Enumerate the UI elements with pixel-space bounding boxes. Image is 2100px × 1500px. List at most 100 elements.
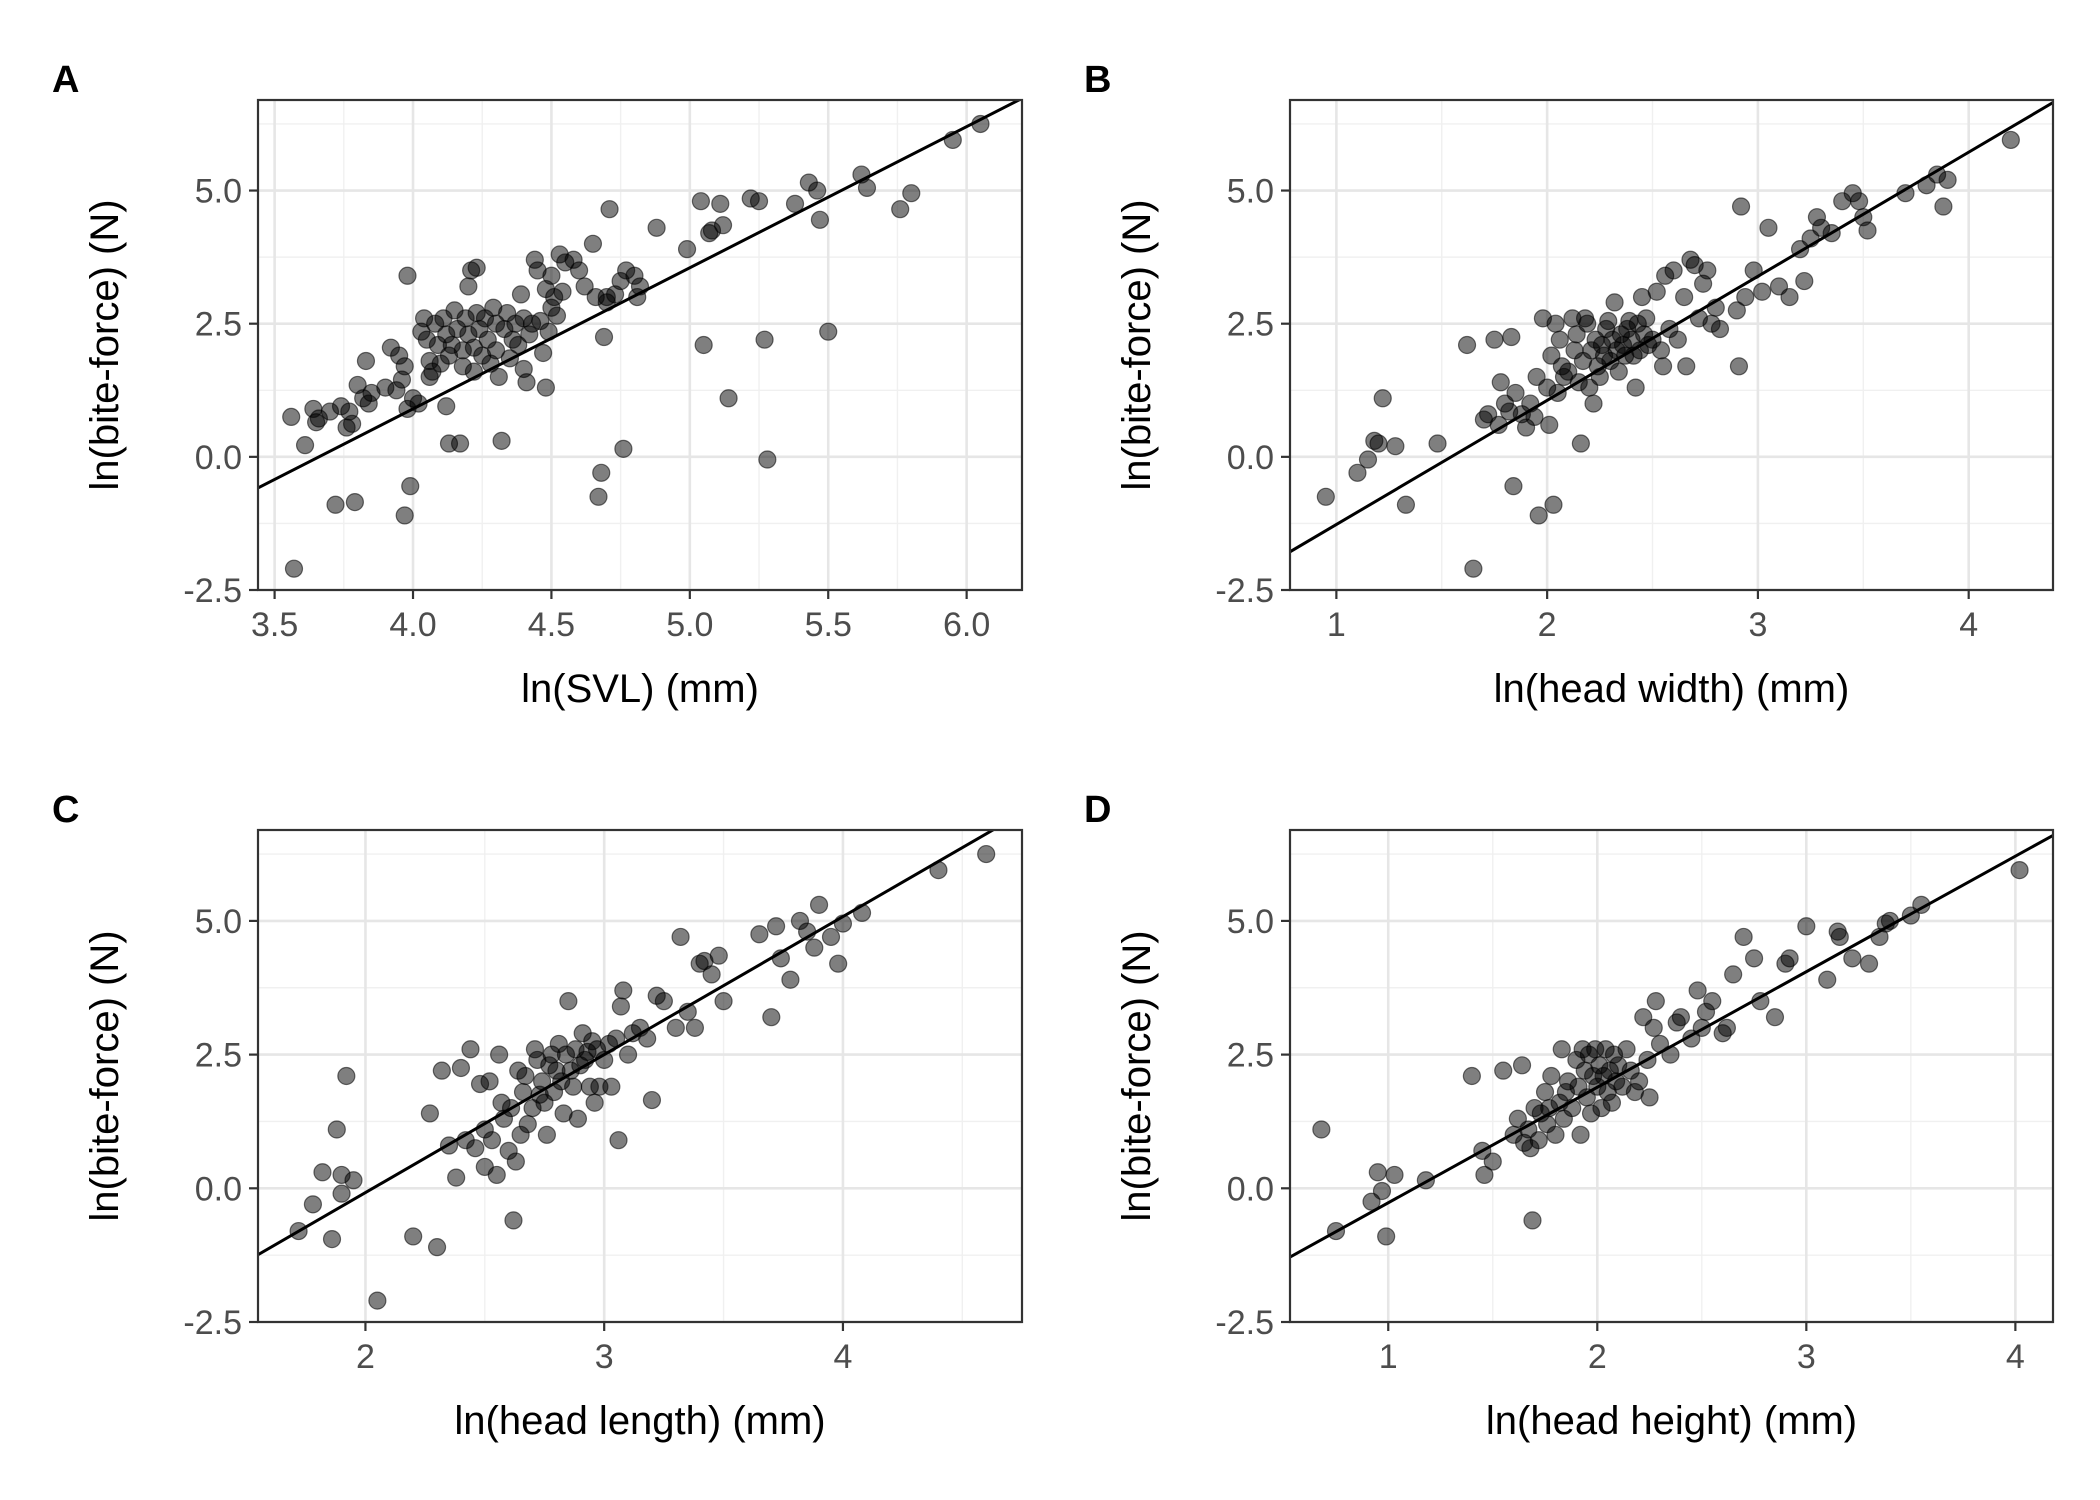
data-point (1698, 261, 1717, 280)
data-point (819, 322, 838, 341)
data-point (1818, 970, 1837, 989)
data-point (1780, 949, 1799, 968)
data-point (857, 178, 877, 197)
data-point (1744, 949, 1764, 968)
data-point (1605, 293, 1624, 312)
data-point (398, 266, 417, 285)
data-point (401, 477, 420, 496)
data-point (1858, 221, 1877, 240)
panel-b: 1 2 3 4 -2.5 0.0 2.5 5.0 ln(head width) (mm) ln(b… (1084, 59, 2055, 711)
x-tick-label: 4.0 (389, 606, 436, 644)
y-tick-label: 2.5 (195, 306, 242, 344)
data-point (1717, 1018, 1736, 1037)
points-d (1312, 861, 2029, 1246)
data-point (719, 389, 738, 408)
x-tick-label: 1 (1379, 1338, 1398, 1376)
data-point (536, 378, 555, 397)
data-point (2010, 861, 2029, 880)
panel-d: 1 2 3 4 -2.5 0.0 2.5 5.0 ln(head height) (mm) ln(… (1084, 789, 2055, 1443)
data-point (1542, 1066, 1561, 1086)
data-point (614, 981, 633, 1000)
data-point (1651, 341, 1671, 360)
data-point (517, 373, 536, 392)
data-point (459, 277, 478, 296)
x-tick-label: 3 (595, 1338, 614, 1376)
data-point (1506, 383, 1525, 403)
data-point (1830, 927, 1849, 947)
data-point (694, 335, 713, 355)
y-tick-label: 5.0 (1227, 903, 1274, 941)
data-point (1546, 314, 1565, 333)
data-point (1724, 965, 1743, 984)
data-point (1396, 495, 1416, 514)
data-point (447, 1168, 466, 1187)
data-point (1483, 1152, 1502, 1171)
panel-border (256, 828, 1024, 1324)
y-tick-label: -2.5 (183, 1304, 242, 1342)
data-point (1671, 1008, 1691, 1027)
y-axis-title: ln(bite-force) (N) (83, 930, 127, 1221)
data-point (1512, 1056, 1532, 1075)
data-point (467, 258, 486, 277)
data-point (1664, 261, 1683, 280)
panel-c: 2 3 4 -2.5 0.0 2.5 5.0 ln(head length) (mm) ln(b… (52, 789, 1024, 1443)
data-point (1368, 1163, 1387, 1182)
data-point (1385, 1165, 1404, 1185)
data-point (1584, 394, 1603, 413)
x-tick-label: 3 (1748, 606, 1767, 644)
data-point (284, 559, 304, 578)
data-point (1795, 271, 1814, 291)
data-point (395, 357, 414, 376)
data-point (1646, 992, 1665, 1011)
regression-line (258, 830, 996, 1256)
data-point (490, 1045, 509, 1064)
x-tick-label: 5.5 (805, 606, 852, 644)
data-point (486, 341, 506, 360)
data-point (1550, 330, 1569, 349)
x-tick-label: 1 (1327, 606, 1346, 644)
data-point (1609, 362, 1628, 381)
data-point (583, 234, 603, 253)
data-point (714, 992, 733, 1011)
data-point (766, 917, 786, 936)
data-point (750, 925, 769, 944)
data-point (762, 1008, 781, 1027)
x-axis-title: ln(head height) (mm) (1486, 1399, 1857, 1443)
data-point (1780, 287, 1799, 307)
data-point (1934, 197, 1953, 216)
y-tick-label: 0.0 (1227, 439, 1274, 477)
y-tick-label: 0.0 (1227, 1170, 1274, 1208)
x-tick-label: 4 (2006, 1338, 2025, 1376)
data-point (1369, 434, 1388, 453)
regression-line (258, 100, 1022, 490)
data-point (1859, 954, 1879, 973)
data-point (345, 493, 364, 512)
data-point (482, 1131, 502, 1150)
data-point (829, 954, 848, 973)
points-b (1316, 130, 2020, 578)
data-point (295, 436, 315, 455)
data-point (542, 266, 561, 285)
data-point (805, 938, 824, 957)
data-point (1703, 992, 1722, 1011)
x-axis-title: ln(SVL) (mm) (521, 667, 759, 711)
data-point (480, 1072, 499, 1091)
data-point (785, 194, 805, 213)
data-point (1464, 559, 1483, 578)
data-point (671, 927, 690, 947)
data-point (1428, 434, 1447, 453)
data-point (1765, 1008, 1785, 1027)
data-point (809, 895, 829, 914)
data-point (356, 351, 376, 371)
y-axis-title: ln(bite-force) (N) (1115, 199, 1159, 490)
data-point (602, 1077, 621, 1096)
data-point (1312, 1120, 1331, 1139)
panel-letter: A (52, 59, 79, 101)
data-point (1938, 170, 1957, 189)
y-tick-label: 5.0 (195, 173, 242, 211)
y-axis-title: ln(bite-force) (N) (83, 199, 127, 490)
data-point (589, 487, 608, 506)
data-point (368, 1291, 387, 1310)
data-point (1629, 1072, 1649, 1091)
